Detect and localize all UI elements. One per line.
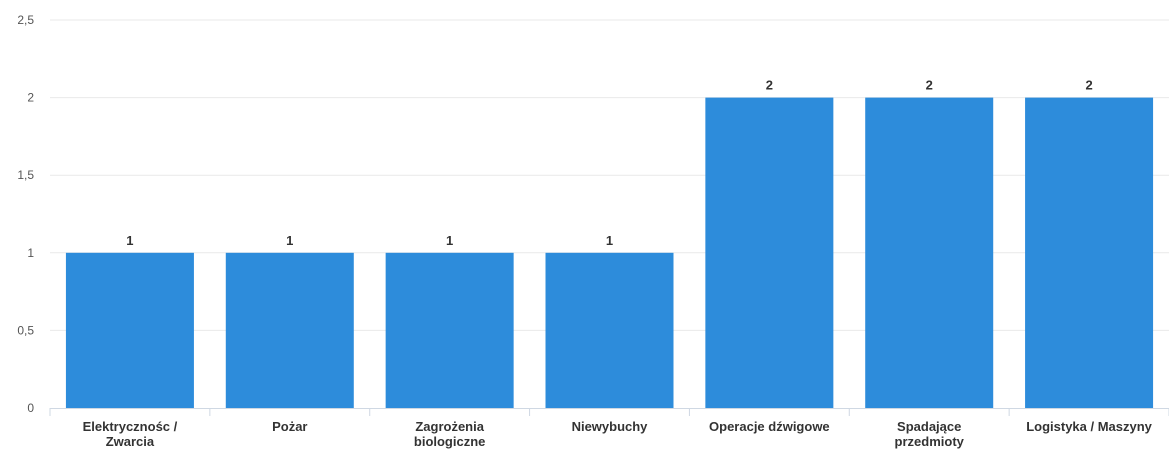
x-tick-label: Pożar (272, 419, 307, 434)
y-axis: 0 0,5 1 1,5 2 2,5 (17, 13, 34, 415)
bar[interactable] (545, 252, 674, 408)
bar-value-label: 2 (926, 78, 933, 93)
bar-value-label: 2 (1085, 78, 1092, 93)
bar[interactable] (385, 252, 514, 408)
x-tick-label: Elektrycznośc / Zwarcia (83, 419, 178, 449)
bar[interactable] (1025, 97, 1154, 408)
y-tick-label: 2 (27, 91, 34, 105)
bar[interactable] (65, 252, 194, 408)
bars: 1 1 1 1 2 2 2 (65, 78, 1154, 408)
bar[interactable] (225, 252, 354, 408)
y-tick-label: 2,5 (17, 13, 34, 27)
x-axis: Elektrycznośc / Zwarcia Pożar Zagrożenia bio… (49, 408, 1169, 449)
y-tick-label: 0 (27, 401, 34, 415)
y-tick-label: 1 (27, 246, 34, 260)
bar-value-label: 1 (126, 233, 133, 248)
bar-value-label: 1 (446, 233, 453, 248)
bar[interactable] (705, 97, 834, 408)
bar-value-label: 2 (766, 78, 773, 93)
x-tick-label: Zagrożenia biologiczne (414, 419, 486, 449)
bar-value-label: 1 (286, 233, 293, 248)
x-tick-label: Spadające przedmioty (895, 419, 965, 449)
x-tick-label: Operacje dźwigowe (709, 419, 830, 434)
y-tick-label: 1,5 (17, 168, 34, 182)
x-tick-label: Niewybuchy (572, 419, 649, 434)
y-tick-label: 0,5 (17, 323, 34, 337)
bar-value-label: 1 (606, 233, 613, 248)
x-tick-label: Logistyka / Maszyny (1026, 419, 1152, 434)
bar[interactable] (865, 97, 994, 408)
